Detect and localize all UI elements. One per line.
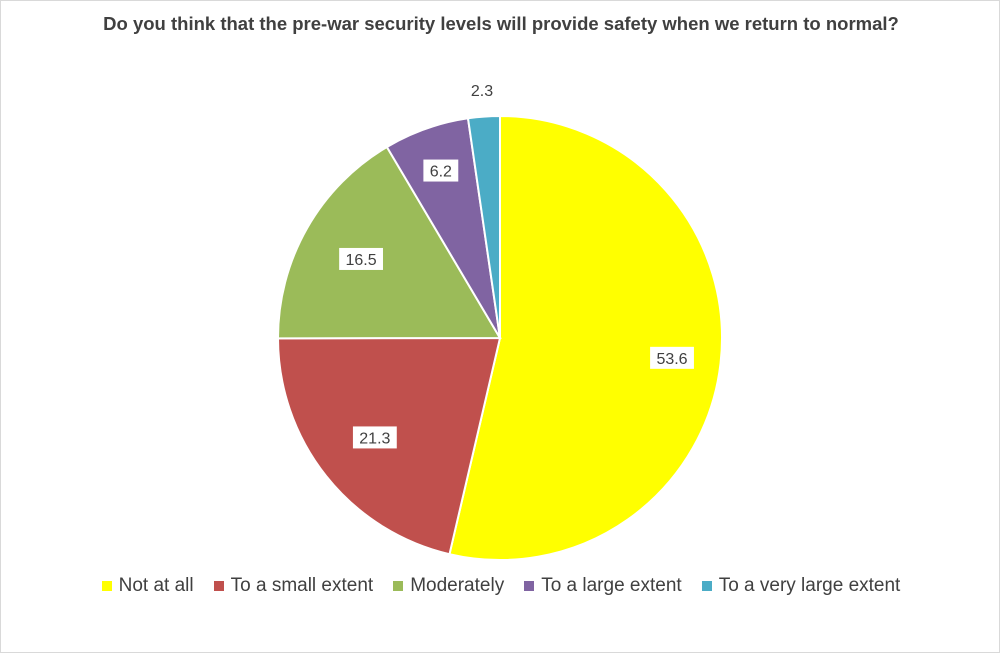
- legend-item-small-extent: To a small extent: [213, 575, 374, 597]
- legend-swatch: [393, 581, 404, 591]
- slice-moderately: [276, 145, 502, 340]
- legend-item-very-large-extent: To a very large extent: [701, 575, 901, 597]
- data-label-box: [339, 247, 383, 270]
- data-label: 6.2: [423, 159, 459, 182]
- chart-legend: Not at all To a small extent Moderately …: [1, 575, 1000, 597]
- data-label: 2.3: [471, 83, 493, 100]
- legend-swatch: [101, 581, 112, 591]
- legend-label: Moderately: [410, 575, 505, 596]
- data-label: 53.6: [650, 346, 694, 369]
- legend-swatch: [701, 581, 712, 591]
- slice-very-large-extent: [466, 114, 501, 339]
- data-label-text: 53.6: [656, 351, 687, 368]
- legend-item-not-at-all: Not at all: [101, 575, 194, 597]
- legend-item-moderately: Moderately: [393, 575, 504, 597]
- data-label-text: 21.3: [359, 430, 390, 447]
- legend-swatch: [213, 581, 224, 591]
- slice-not-at-all: [448, 114, 723, 561]
- data-label: 16.5: [339, 247, 383, 270]
- data-label-box: [352, 426, 397, 449]
- legend-label: To a large extent: [541, 575, 682, 596]
- legend-label: To a very large extent: [718, 575, 901, 596]
- data-label-box: [650, 346, 694, 369]
- data-label: 21.3: [352, 426, 397, 449]
- legend-item-large-extent: To a large extent: [524, 575, 682, 597]
- pie-chart: 53.6 21.3 16.5 6.2 2.3: [276, 83, 723, 561]
- data-label-text: 16.5: [346, 252, 377, 269]
- legend-swatch: [524, 581, 535, 591]
- data-label-box: [423, 159, 459, 182]
- chart-title: Do you think that the pre-war security l…: [103, 13, 899, 34]
- data-label-text: 6.2: [430, 164, 452, 181]
- data-label-text: 2.3: [471, 83, 493, 100]
- legend-label: To a small extent: [230, 575, 374, 596]
- legend-label: Not at all: [118, 575, 194, 596]
